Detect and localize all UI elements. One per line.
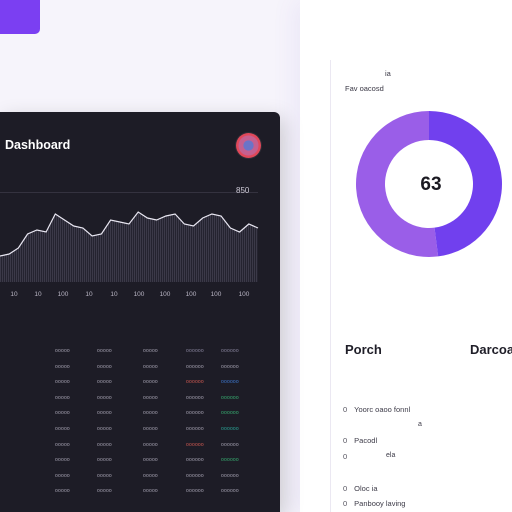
list-bullet: 0 — [343, 436, 348, 445]
x-tick-label: 100 — [185, 291, 197, 298]
x-tick-label: 100 — [238, 291, 250, 298]
subtitle: Fav oacosd — [345, 84, 384, 93]
chart-line — [0, 211, 259, 257]
table-cell: oooooo — [221, 441, 239, 448]
table-cell: ooooo — [143, 472, 158, 479]
heading-right: Darcoa — [470, 342, 512, 357]
chart-max-label: 850 — [236, 186, 250, 195]
table-cell: ooooo — [97, 488, 112, 495]
x-tick-label: 10 — [85, 291, 93, 298]
table-cell: ooooo — [143, 394, 158, 401]
table-cell: oooooo — [186, 472, 204, 479]
dashboard-panel — [0, 112, 280, 512]
donut-segment-primary — [429, 111, 502, 257]
table-cell: ooooo — [143, 441, 158, 448]
donut-value: 63 — [420, 174, 442, 195]
panel-divider — [330, 60, 331, 512]
aux-a: a — [418, 421, 422, 428]
table-cell: ooooo — [55, 441, 70, 448]
table-cell: ooooo — [55, 348, 70, 354]
table-cell: ooooo — [97, 363, 112, 370]
table-cell: ooooo — [55, 379, 70, 386]
table-cell: ooooo — [97, 441, 112, 448]
avatar[interactable] — [236, 133, 261, 158]
table-cell: ooooo — [143, 379, 158, 386]
table-cell: ooooo — [55, 472, 70, 479]
table-cell: ooooo — [55, 394, 70, 401]
table-cell: ooooo — [143, 348, 158, 354]
list-bullet: 0 — [343, 452, 348, 461]
table-cell: ooooo — [97, 426, 112, 432]
table-cell: oooooo — [221, 394, 239, 401]
table-cell: oooooo — [221, 426, 239, 432]
x-tick-label: 10 — [34, 291, 42, 298]
table-cell: oooooo — [186, 363, 204, 370]
table-cell: ooooo — [97, 472, 112, 479]
table-cell: ooooo — [97, 410, 112, 417]
table-cell: ooooo — [97, 379, 112, 386]
list-bullet: 0 — [343, 484, 348, 493]
list-item[interactable]: 0 Panbooy laving — [343, 499, 405, 508]
table-cell: oooooo — [186, 441, 204, 448]
table-cell: oooooo — [221, 488, 239, 495]
table-cell: ooooo — [143, 457, 158, 464]
x-tick-label: 100 — [133, 291, 145, 298]
chart-separator — [0, 192, 258, 193]
brand-tab — [0, 0, 40, 34]
table-cell: ooooo — [143, 410, 158, 417]
list-bullet: 0 — [343, 499, 348, 508]
list-item-label: Panbooy laving — [354, 499, 406, 508]
table-cell: ooooo — [97, 457, 112, 464]
area-chart — [0, 211, 259, 282]
table-cell: oooooo — [221, 363, 239, 370]
x-tick-label: 10 — [10, 291, 18, 298]
right-panel — [300, 0, 512, 512]
table-cell: oooooo — [221, 472, 239, 479]
list-item[interactable]: 0 Yoorc oaoo fonnl — [343, 405, 410, 414]
table-cell: ooooo — [97, 394, 112, 401]
table-cell: ooooo — [97, 348, 112, 354]
table-cell: oooooo — [221, 379, 239, 386]
table-cell: oooooo — [186, 348, 204, 354]
x-tick-label: 100 — [57, 291, 69, 298]
list-item-label: Oloc ia — [354, 484, 378, 493]
list-bullet: 0 — [343, 405, 348, 414]
table-cell: oooooo — [221, 348, 239, 354]
table-cell: oooooo — [221, 457, 239, 464]
table-cell: oooooo — [186, 379, 204, 386]
x-tick-label: 100 — [159, 291, 171, 298]
table-cell: ooooo — [55, 410, 70, 417]
donut-chart — [356, 111, 502, 257]
table-cell: oooooo — [186, 394, 204, 401]
chart-area — [0, 212, 258, 282]
table-cell: oooooo — [186, 488, 204, 495]
x-tick-label: 10 — [110, 291, 118, 298]
list-item-label: Pacodl — [354, 436, 378, 445]
list-item[interactable]: 0 Pacodl — [343, 436, 377, 445]
table-cell: ooooo — [143, 426, 158, 432]
table-cell: ooooo — [55, 363, 70, 370]
table-cell: ooooo — [143, 488, 158, 495]
list-item-label: Yoorc oaoo fonnl — [354, 405, 411, 414]
top-label: ia — [385, 69, 391, 78]
dashboard-title: Dashboard — [5, 138, 71, 152]
table-cell: oooooo — [186, 426, 204, 432]
table-cell: ooooo — [143, 363, 158, 370]
heading-left: Porch — [345, 342, 382, 357]
table-cell: oooooo — [221, 410, 239, 417]
table-cell: ooooo — [55, 457, 70, 464]
table-cell: ooooo — [55, 488, 70, 495]
x-tick-label: 100 — [210, 291, 222, 298]
donut-segment-secondary — [356, 111, 439, 257]
aux-b: ela — [386, 452, 396, 459]
table-cell: oooooo — [186, 457, 204, 464]
list-item[interactable]: 0 Oloc ia — [343, 484, 378, 493]
list-item[interactable]: 0 — [343, 452, 354, 461]
table-cell: ooooo — [55, 426, 70, 432]
table-cell: oooooo — [186, 410, 204, 417]
